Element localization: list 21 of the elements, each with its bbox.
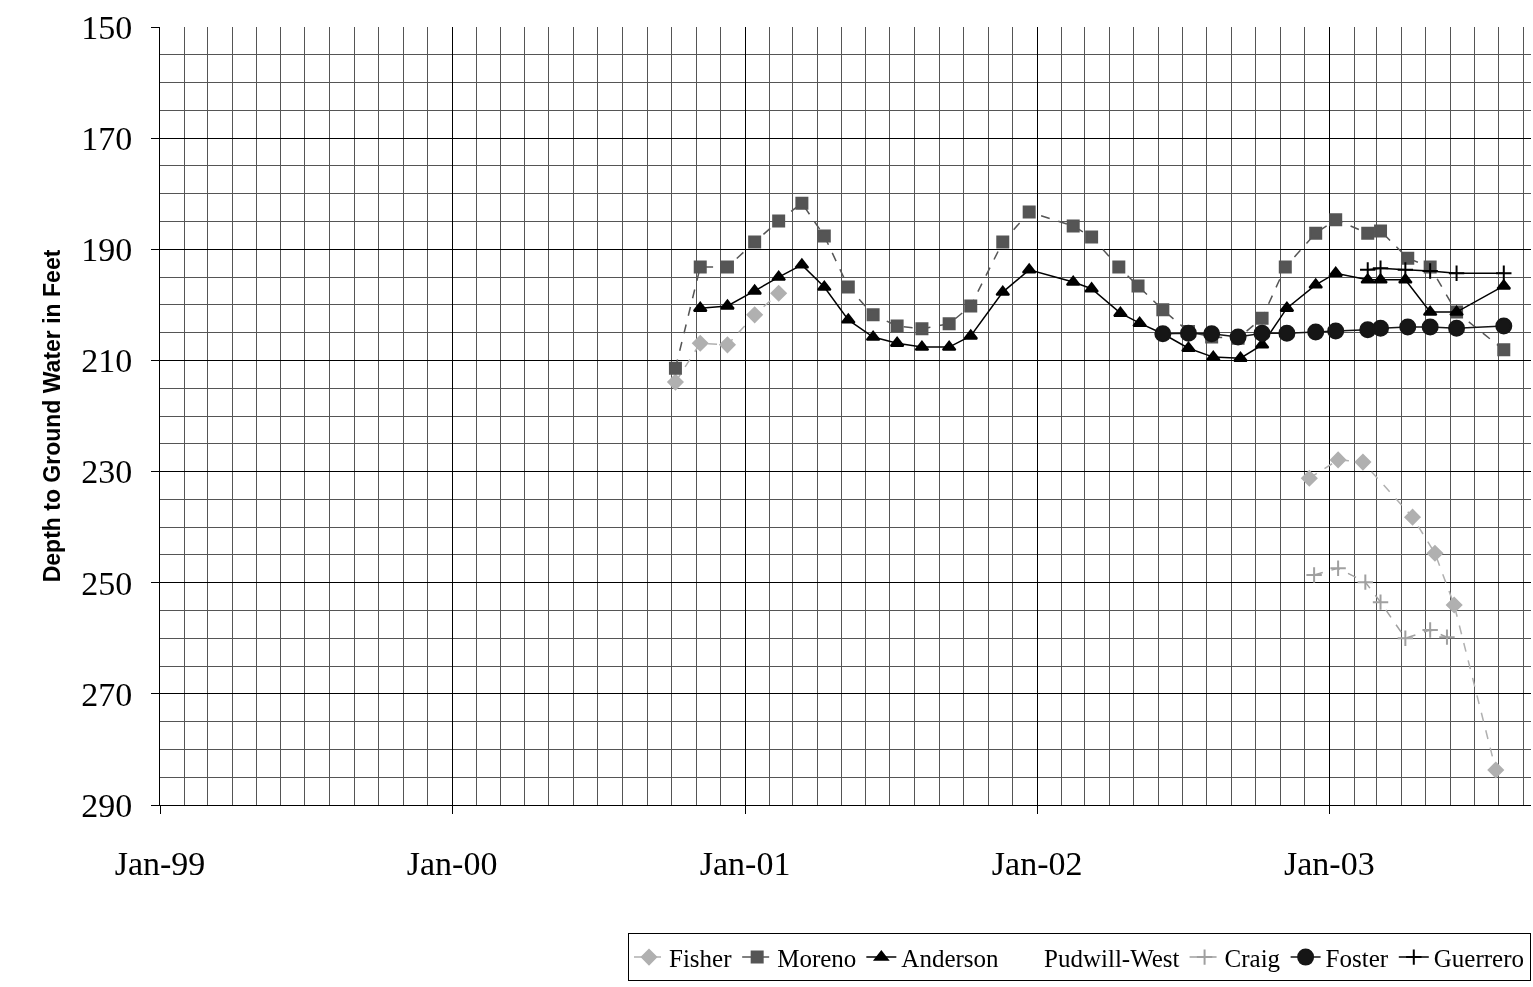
x-tick-label: Jan-99: [114, 844, 206, 882]
y-tick-label: 210: [81, 342, 133, 380]
legend-label: Fisher: [669, 944, 733, 972]
x-tick-label: Jan-02: [991, 844, 1083, 882]
legend-label: Guerrero: [1433, 944, 1525, 972]
y-tick-label: 150: [81, 8, 133, 46]
y-tick-label: 230: [81, 453, 133, 491]
legend-label: Anderson: [901, 944, 1000, 972]
x-tick-label: Jan-01: [699, 844, 791, 882]
x-tick-label: Jan-03: [1283, 844, 1375, 882]
y-tick-label: 250: [81, 564, 133, 602]
y-axis-title: Depth to Ground Water in Feet: [38, 249, 65, 583]
legend-label: Foster: [1325, 944, 1389, 972]
y-tick-label: 290: [81, 786, 133, 824]
text: Pudwill-West: [1044, 944, 1180, 972]
y-tick-label: 270: [81, 675, 133, 713]
y-tick-label: 170: [81, 120, 133, 158]
legend-label: Moreno: [777, 944, 857, 972]
x-tick-label: Jan-00: [406, 844, 498, 882]
legend-label: Craig: [1224, 944, 1281, 972]
y-tick-label: 190: [81, 231, 133, 269]
